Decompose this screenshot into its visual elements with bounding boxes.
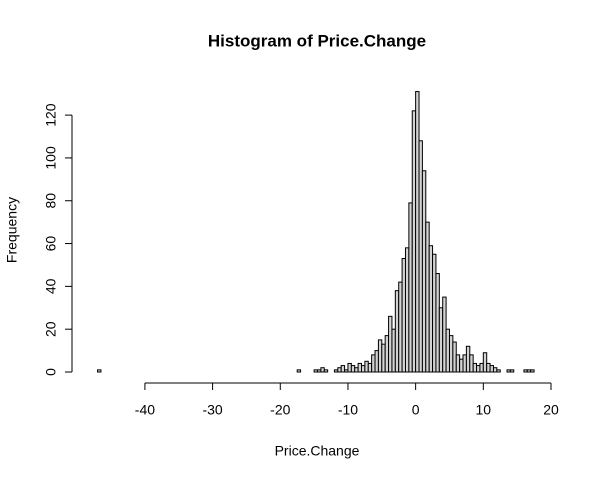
bar: [371, 354, 376, 373]
x-tick-label: -30: [202, 402, 222, 418]
bar: [435, 273, 440, 373]
bar: [408, 202, 413, 373]
bar: [381, 343, 386, 373]
bar: [452, 341, 457, 373]
x-tick-label: -10: [338, 402, 358, 418]
x-tick-label: 20: [543, 402, 559, 418]
bar: [530, 369, 535, 373]
bar: [384, 335, 390, 373]
bar: [357, 362, 362, 373]
x-tick-label: -20: [270, 402, 290, 418]
bar: [492, 367, 498, 373]
bar: [350, 365, 356, 373]
bar: [459, 358, 464, 373]
bar: [398, 281, 403, 373]
bar: [469, 354, 474, 373]
y-tick-label: 100: [43, 146, 59, 170]
y-tick-label: 0: [43, 368, 59, 376]
bar: [465, 345, 471, 373]
bar: [411, 110, 417, 373]
x-tick-label: -40: [135, 402, 155, 418]
y-axis-label: Frequency: [4, 197, 20, 263]
bar: [401, 258, 406, 373]
bar: [523, 369, 528, 373]
y-tick-label: 120: [43, 103, 59, 127]
bar: [455, 354, 461, 373]
bar: [394, 290, 400, 373]
y-tick-label: 20: [43, 321, 59, 337]
bar: [97, 369, 102, 373]
bar: [472, 362, 478, 373]
bar: [479, 362, 484, 373]
bar: [432, 253, 437, 373]
bar: [476, 365, 481, 373]
bar: [344, 369, 349, 373]
bar: [404, 247, 410, 373]
bar: [317, 369, 322, 373]
bar: [388, 315, 393, 373]
bar: [333, 369, 339, 373]
y-tick-label: 80: [43, 193, 59, 209]
chart-title: Histogram of Price.Change: [208, 31, 426, 50]
bar: [428, 245, 434, 373]
bar: [448, 335, 454, 373]
bar: [489, 365, 494, 373]
bar: [506, 369, 511, 373]
bar: [482, 352, 488, 373]
bar: [360, 365, 366, 373]
bar: [445, 328, 450, 373]
y-tick-label: 40: [43, 278, 59, 294]
bar: [364, 360, 369, 373]
bar: [415, 91, 420, 373]
bar: [374, 350, 379, 373]
bar: [509, 369, 515, 373]
bar: [418, 140, 423, 373]
x-tick-label: 0: [412, 402, 420, 418]
bar: [377, 339, 383, 373]
bar: [526, 369, 532, 373]
bar: [340, 365, 346, 373]
y-tick-label: 60: [43, 236, 59, 252]
bar: [462, 354, 467, 373]
x-axis-label: Price.Change: [275, 443, 360, 459]
bar: [337, 367, 342, 373]
bar: [320, 367, 325, 373]
bar: [425, 221, 430, 373]
x-tick-label: 10: [476, 402, 492, 418]
bar: [347, 362, 352, 373]
bar: [496, 369, 501, 373]
bar: [296, 369, 302, 373]
bar: [486, 362, 491, 373]
bar: [421, 170, 427, 373]
bar: [323, 369, 329, 373]
bar: [442, 296, 447, 373]
bar: [438, 307, 444, 373]
bar: [354, 367, 359, 373]
bar: [367, 362, 373, 373]
bar: [313, 369, 318, 373]
bar: [391, 328, 396, 373]
